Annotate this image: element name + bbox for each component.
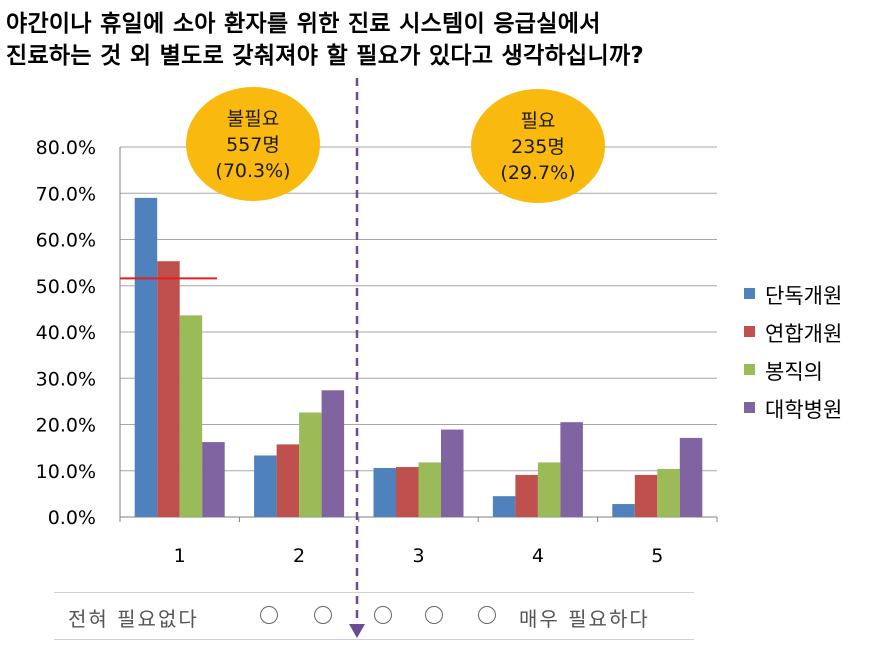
bar [179,315,203,517]
legend-swatch [744,326,755,337]
y-tick-label: 50.0% [36,276,96,298]
bar [560,422,583,517]
legend-label: 대학병원 [765,398,842,422]
bar [299,412,322,517]
annotation-necessary-count: 235명 [511,136,565,158]
y-tick-label: 0.0% [48,507,96,529]
y-tick-label: 10.0% [36,461,96,483]
scale-option-3 [374,606,392,624]
y-tick-label: 80.0% [36,137,96,159]
x-tick-label: 4 [532,545,544,567]
annotation-unnecessary-ellipse [186,87,320,201]
bar [441,429,464,517]
annotation-unnecessary-label: 불필요 [227,108,279,130]
legend-swatch [744,288,755,299]
y-tick-label: 30.0% [36,368,96,390]
bar [515,474,538,517]
bar [321,390,345,517]
bar [679,437,703,517]
legend-swatch [744,364,755,375]
scale-option-4 [425,606,443,624]
y-tick-label: 20.0% [36,415,96,437]
scale-option-1 [260,606,278,624]
bar [276,444,300,517]
title-line-1: 야간이나 휴일에 소아 환자를 위한 진료 시스템이 응급실에서 [6,11,601,37]
bar [202,442,225,517]
annotation-unnecessary-count: 557명 [226,134,280,156]
bar [492,496,516,517]
title-line-2: 진료하는 것 외 별도로 갖춰져야 할 필요가 있다고 생각하십니까? [6,43,645,69]
legend-label: 단독개원 [765,284,842,308]
y-tick-label: 40.0% [36,322,96,344]
legend-label: 연합개원 [765,322,842,346]
bar [537,462,561,517]
bar [418,462,441,517]
x-tick-label: 3 [412,545,424,567]
legend-swatch [744,402,755,413]
bar [134,197,158,517]
annotation-necessary-ellipse [471,89,605,203]
x-tick-label: 2 [293,545,305,567]
x-tick-label: 1 [174,545,186,567]
scale-left-label: 전혀 필요없다 [68,607,199,631]
y-tick-label: 70.0% [36,183,96,205]
legend-label: 봉직의 [765,360,823,384]
y-tick-label: 60.0% [36,230,96,252]
annotation-necessary-pct: (29.7%) [500,162,575,184]
scale-right-label: 매우 필요하다 [519,607,650,631]
bar [634,474,658,517]
annotation-necessary-label: 필요 [521,110,556,132]
bar [373,467,396,517]
chart-title: 야간이나 휴일에 소아 환자를 위한 진료 시스템이 응급실에서 진료하는 것 … [6,8,884,72]
bar [396,467,419,517]
scale-option-5 [478,606,496,624]
annotation-unnecessary-pct: (70.3%) [215,160,290,182]
bar [657,468,680,517]
bar [612,504,635,517]
x-tick-label: 5 [651,545,663,567]
bar [254,455,277,517]
likert-scale: 전혀 필요없다 매우 필요하다 [54,592,694,640]
bar [157,261,180,517]
scale-option-2 [314,606,332,624]
divider-arrowhead [349,624,365,638]
